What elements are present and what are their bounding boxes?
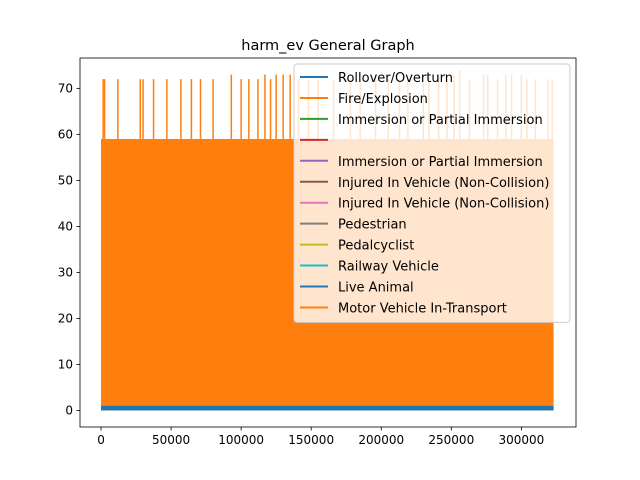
chart-title: harm_ev General Graph: [241, 38, 415, 54]
x-tick-label: 250000: [428, 433, 474, 447]
y-tick-label: 60: [58, 127, 73, 141]
x-tick-label: 300000: [498, 433, 544, 447]
y-tick-label: 10: [58, 357, 73, 371]
x-tick-label: 100000: [218, 433, 264, 447]
legend-entry: Pedalcyclist: [300, 239, 414, 254]
y-tick-label: 30: [58, 265, 73, 279]
legend-label: Fire/Explosion: [338, 92, 428, 107]
legend-label: Railway Vehicle: [338, 260, 439, 275]
legend-entry: Immersion or Partial Immersion: [300, 155, 543, 170]
y-tick-label: 0: [65, 403, 73, 417]
x-tick-label: 50000: [152, 433, 190, 447]
x-tick-label: 0: [97, 433, 105, 447]
legend-label: Live Animal: [338, 281, 414, 296]
y-axis: 0 10 20 30 40 50 60 70: [58, 81, 80, 417]
legend-entry: Rollover/Overturn: [300, 71, 453, 86]
legend-label: Immersion or Partial Immersion: [338, 155, 543, 170]
y-tick-label: 20: [58, 311, 73, 325]
legend-entry: Fire/Explosion: [300, 92, 428, 107]
legend-label: Pedalcyclist: [338, 239, 414, 254]
y-tick-label: 40: [58, 219, 73, 233]
legend-label: Rollover/Overturn: [338, 71, 453, 86]
y-tick-label: 70: [58, 81, 73, 95]
legend-label: Injured In Vehicle (Non-Collision): [338, 176, 549, 191]
x-tick-label: 200000: [358, 433, 404, 447]
legend-label: Motor Vehicle In-Transport: [338, 301, 507, 316]
legend: Rollover/Overturn Fire/Explosion Immersion…: [293, 63, 571, 323]
legend-entry: Live Animal: [300, 281, 414, 296]
legend-entry: Motor Vehicle In-Transport: [300, 301, 507, 316]
legend-label: Immersion or Partial Immersion: [338, 113, 543, 128]
series-band: [101, 405, 554, 411]
legend-entry: Injured In Vehicle (Non-Collision): [300, 197, 549, 212]
legend-label: Pedestrian: [338, 218, 407, 233]
legend-entry: Railway Vehicle: [300, 260, 439, 275]
legend-entry: Injured In Vehicle (Non-Collision): [300, 176, 549, 191]
legend-entry: Pedestrian: [300, 218, 407, 233]
x-axis: 0 50000 100000 150000 200000 250000 300000: [97, 427, 544, 447]
series-1: [101, 405, 554, 411]
legend-box: [293, 63, 571, 323]
legend-label: Injured In Vehicle (Non-Collision): [338, 197, 549, 212]
axes-frame: [79, 57, 577, 428]
x-tick-label: 150000: [288, 433, 334, 447]
legend-entry: Immersion or Partial Immersion: [300, 113, 543, 128]
y-tick-label: 50: [58, 173, 73, 187]
